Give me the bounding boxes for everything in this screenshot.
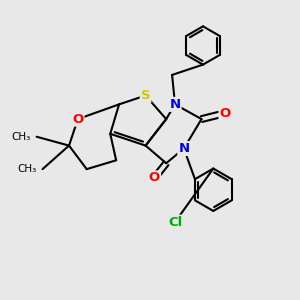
Text: Cl: Cl: [168, 216, 182, 229]
Text: O: O: [220, 107, 231, 120]
Text: N: N: [169, 98, 181, 111]
Text: O: O: [72, 112, 83, 126]
Text: CH₃: CH₃: [17, 164, 37, 174]
Text: N: N: [178, 142, 189, 155]
Text: O: O: [149, 172, 160, 184]
Text: S: S: [141, 89, 150, 102]
Text: CH₃: CH₃: [11, 132, 31, 142]
